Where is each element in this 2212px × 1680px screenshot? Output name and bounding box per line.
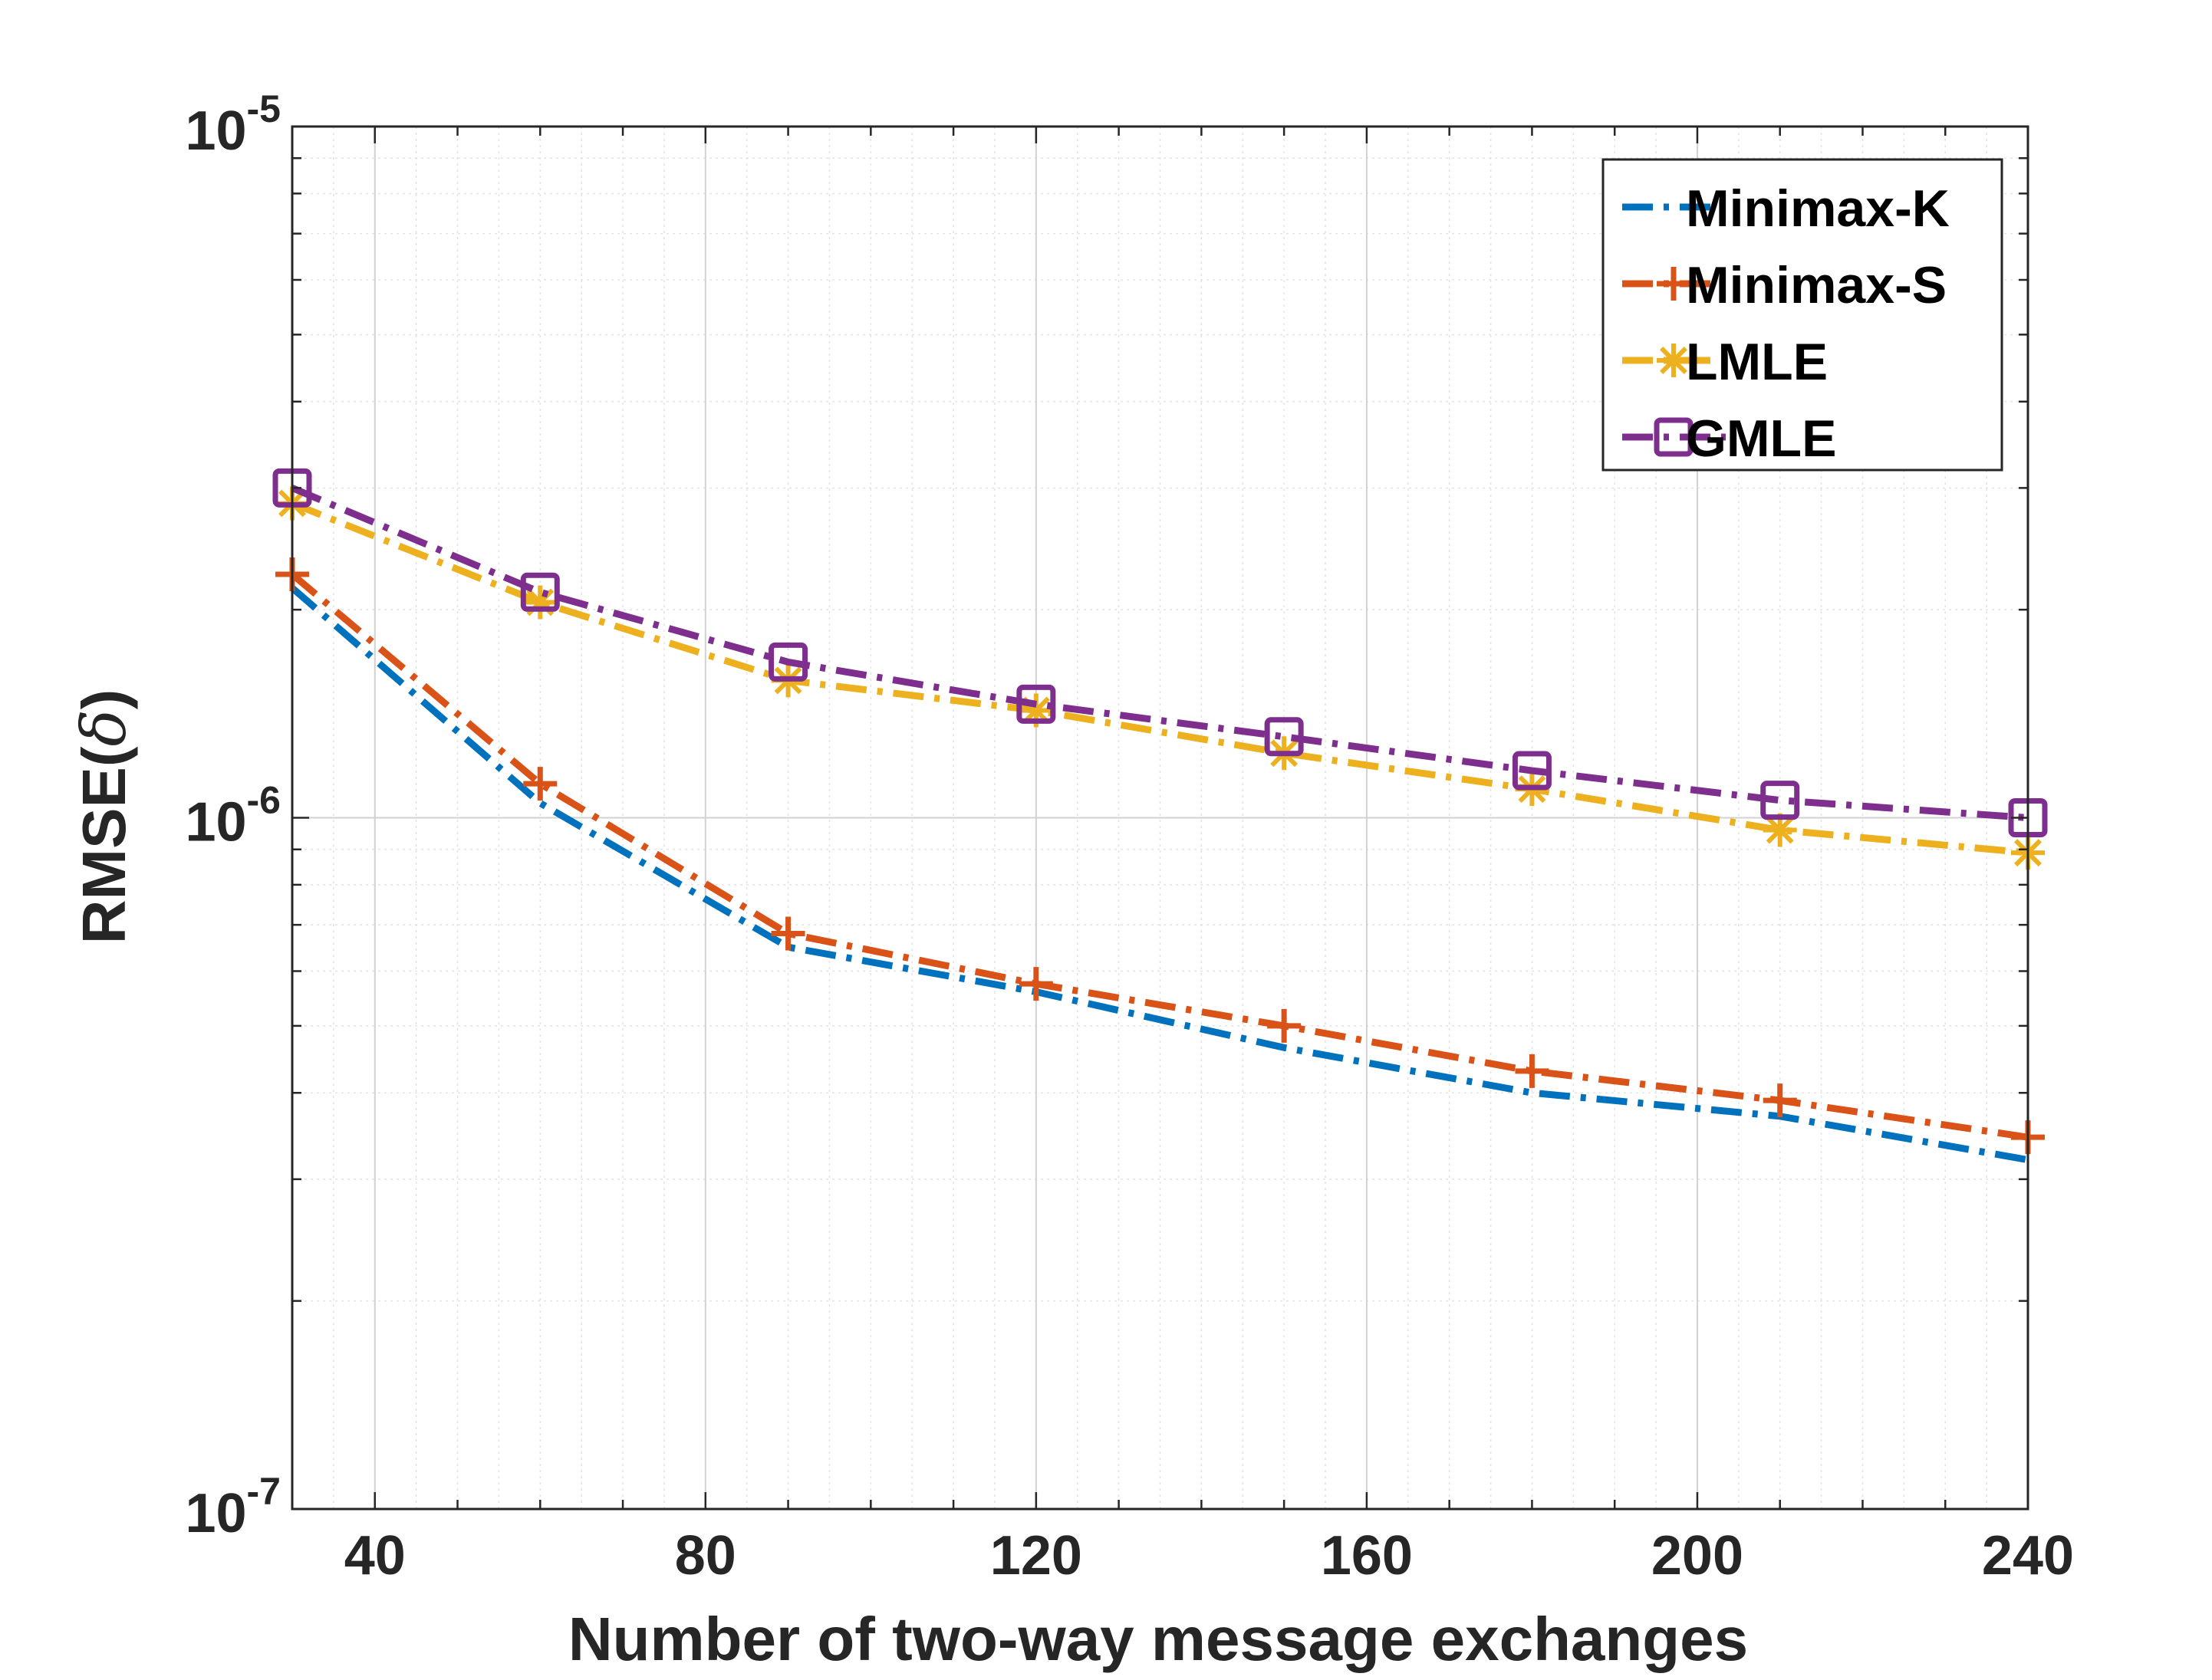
data-point: [1019, 693, 1053, 728]
data-point: [1264, 717, 1304, 757]
y-tick-exponent: -6: [247, 779, 281, 822]
x-tick-label: 40: [344, 1525, 406, 1586]
data-point: [1515, 1054, 1549, 1088]
y-tick-label: 10-5: [185, 87, 281, 162]
legend-marker: [1657, 267, 1690, 301]
y-axis-label-symbol: δ: [68, 709, 140, 746]
data-point: [520, 572, 560, 612]
x-tick-label: 200: [1651, 1525, 1743, 1586]
legend-label: GMLE: [1686, 409, 1836, 468]
legend: Minimax-K Minimax-S LMLE GMLE: [1601, 158, 2003, 472]
y-tick-label: 10-7: [185, 1470, 281, 1544]
legend-item: GMLE: [1622, 409, 1836, 468]
y-tick-base: 10: [185, 1483, 246, 1544]
legend-label: LMLE: [1686, 333, 1828, 391]
series-line: [290, 571, 2029, 1141]
series-line: [291, 500, 2029, 856]
x-tick-label: 160: [1321, 1525, 1413, 1586]
legend-label: Minimax-S: [1686, 256, 1947, 314]
data-point: [523, 585, 558, 620]
axes: [291, 125, 2029, 1511]
data-point: [1763, 1083, 1797, 1118]
y-tick-exponent: -5: [247, 87, 281, 130]
data-point: [1267, 1008, 1302, 1043]
series-minimax-k: [290, 585, 2029, 1164]
x-tick-label: 240: [1982, 1525, 2074, 1586]
y-tick-exponent: -7: [247, 1470, 281, 1513]
x-tick-label: 80: [675, 1525, 736, 1586]
x-axis-label: Number of two-way message exchanges: [568, 1605, 1748, 1673]
data-point: [1763, 813, 1797, 847]
data-point: [1760, 781, 1800, 820]
legend-marker: [1654, 417, 1694, 457]
data-point: [1016, 684, 1056, 724]
y-tick-base: 10: [185, 792, 246, 853]
y-axis-label-main: RMSE(: [70, 746, 138, 944]
x-tick-label: 120: [990, 1525, 1082, 1586]
data-point: [771, 916, 805, 951]
series-line: [290, 585, 2029, 1164]
legend-label: Minimax-K: [1686, 179, 1950, 238]
legend-item: LMLE: [1622, 333, 1828, 391]
series-line: [291, 485, 2029, 821]
legend-item: Minimax-K: [1622, 179, 1950, 238]
data-point: [769, 642, 808, 682]
data-point: [1512, 751, 1552, 791]
legend-marker: [1657, 344, 1690, 377]
y-tick-label: 10-6: [185, 779, 281, 853]
y-tick-base: 10: [185, 100, 246, 162]
minor-grid: [291, 127, 2029, 1509]
y-axis-label: RMSE(δ): [68, 689, 140, 945]
data-point: [1019, 967, 1053, 1001]
legend-item: Minimax-S: [1622, 256, 1947, 314]
data-point: [523, 767, 558, 801]
y-axis-label-close: ): [70, 689, 138, 710]
